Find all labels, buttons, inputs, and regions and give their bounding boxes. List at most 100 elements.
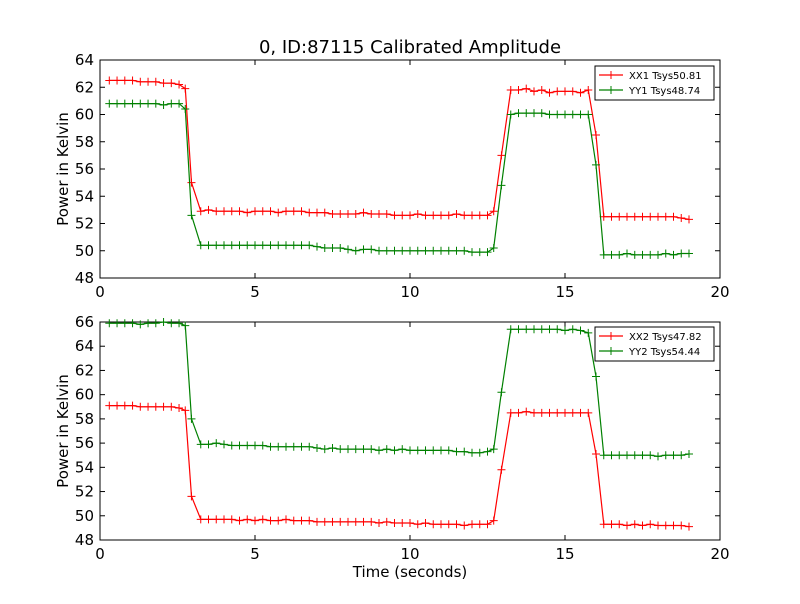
data-point-marker xyxy=(375,246,383,255)
data-point-marker xyxy=(413,520,422,529)
data-point-marker xyxy=(167,319,176,328)
data-point-marker xyxy=(599,520,608,529)
legend-entry: XX2 Tsys47.82 xyxy=(629,332,702,343)
data-point-marker xyxy=(661,249,670,258)
data-point-marker xyxy=(181,321,190,330)
data-point-marker xyxy=(460,211,469,220)
data-point-marker xyxy=(320,244,329,253)
data-point-marker xyxy=(212,515,221,524)
data-point-marker xyxy=(336,244,345,253)
data-point-marker xyxy=(437,446,445,455)
data-point-marker xyxy=(390,246,399,255)
data-point-marker xyxy=(113,99,122,108)
data-point-marker xyxy=(630,520,639,529)
data-point-marker xyxy=(258,515,267,524)
data-point-marker xyxy=(375,446,383,455)
data-point-marker xyxy=(212,439,221,448)
y-tick-label: 50 xyxy=(75,242,94,260)
data-point-marker xyxy=(382,246,391,255)
data-point-marker xyxy=(359,245,368,254)
data-point-marker xyxy=(120,99,129,108)
data-point-marker xyxy=(151,77,160,86)
y-tick-label: 56 xyxy=(75,160,94,178)
legend-entry: YY1 Tsys48.74 xyxy=(628,86,700,97)
data-point-marker xyxy=(607,451,616,460)
data-point-marker xyxy=(661,451,670,460)
data-point-marker xyxy=(120,319,129,328)
data-point-marker xyxy=(187,414,196,423)
data-point-marker xyxy=(630,250,639,259)
data-point-marker xyxy=(553,87,562,96)
data-point-marker xyxy=(489,516,498,525)
data-point-marker xyxy=(677,521,686,530)
data-point-marker xyxy=(196,207,205,216)
data-point-marker xyxy=(429,520,438,529)
data-point-marker xyxy=(313,517,321,526)
data-point-marker xyxy=(568,408,577,417)
data-point-marker xyxy=(685,450,693,459)
data-point-marker xyxy=(592,372,600,381)
data-point-marker xyxy=(227,515,236,524)
data-point-marker xyxy=(497,151,506,160)
data-point-marker xyxy=(654,250,662,259)
data-point-marker xyxy=(251,441,259,450)
data-point-marker xyxy=(274,208,283,217)
data-point-marker xyxy=(113,401,122,410)
data-point-marker xyxy=(530,109,538,118)
data-point-marker xyxy=(282,515,290,524)
y-axis-label: Power in Kelvin xyxy=(54,112,72,226)
data-point-marker xyxy=(669,521,678,530)
x-tick-label: 5 xyxy=(250,545,260,563)
data-point-marker xyxy=(274,516,283,525)
data-point-marker xyxy=(297,241,306,250)
data-point-marker xyxy=(576,110,585,119)
data-point-marker xyxy=(638,250,647,259)
x-tick-label: 20 xyxy=(710,545,729,563)
legend-box xyxy=(594,326,715,362)
data-point-marker xyxy=(444,446,453,455)
data-point-marker xyxy=(661,521,670,530)
data-point-marker xyxy=(258,207,267,216)
data-point-marker xyxy=(258,241,267,250)
data-point-marker xyxy=(274,241,283,250)
data-point-marker xyxy=(382,517,391,526)
data-point-marker xyxy=(514,85,523,94)
data-point-marker xyxy=(522,325,531,334)
legend-marker xyxy=(607,86,615,94)
data-point-marker xyxy=(685,522,693,531)
data-point-marker xyxy=(421,519,430,528)
data-point-marker xyxy=(630,451,639,460)
data-point-marker xyxy=(282,207,290,216)
data-point-marker xyxy=(429,246,438,255)
data-point-marker xyxy=(351,209,360,218)
x-tick-label: 15 xyxy=(555,283,574,301)
data-point-marker xyxy=(328,209,337,218)
data-point-marker xyxy=(452,246,461,255)
data-point-marker xyxy=(468,248,476,257)
data-point-marker xyxy=(623,212,631,221)
top-subplot: 0 5 10 15 20 48 50 52 54 56 58 60 62 64 Power in Kelvi… xyxy=(54,51,730,301)
data-point-marker xyxy=(406,246,414,255)
data-point-marker xyxy=(144,99,153,108)
data-point-marker xyxy=(530,408,538,417)
data-point-marker xyxy=(623,451,631,460)
legend-box xyxy=(594,65,715,101)
legend-entry: YY2 Tsys54.44 xyxy=(628,347,700,358)
data-point-marker xyxy=(175,80,184,89)
data-point-marker xyxy=(452,520,461,529)
data-point-marker xyxy=(336,517,345,526)
data-point-marker xyxy=(220,207,228,216)
data-point-marker xyxy=(251,241,259,250)
data-point-marker xyxy=(128,319,137,328)
data-point-marker xyxy=(305,241,314,250)
y-tick-label: 64 xyxy=(75,337,94,355)
data-point-marker xyxy=(576,408,585,417)
data-point-marker xyxy=(243,241,252,250)
data-point-marker xyxy=(584,328,593,337)
data-point-marker xyxy=(313,208,321,217)
data-point-marker xyxy=(561,326,569,335)
data-point-marker xyxy=(151,402,160,411)
y-tick-label: 56 xyxy=(75,434,94,452)
data-point-marker xyxy=(204,440,213,449)
data-point-marker xyxy=(607,520,616,529)
